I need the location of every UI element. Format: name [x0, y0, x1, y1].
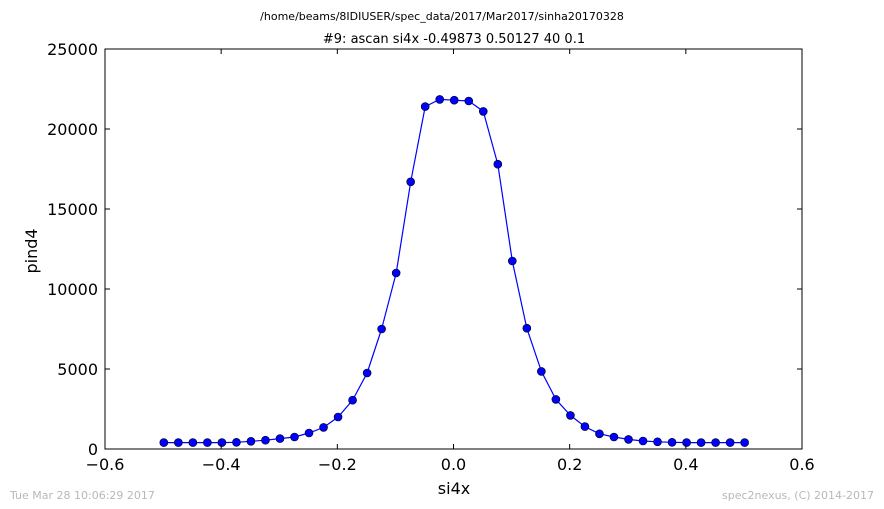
x-tick-label: 0.0 [441, 455, 466, 474]
x-tick-label: 0.4 [673, 455, 698, 474]
data-point [435, 95, 445, 104]
y-tick-label: 15000 [47, 200, 98, 219]
data-point [537, 367, 546, 376]
data-point [319, 423, 328, 432]
plot-border [104, 48, 803, 450]
data-point [478, 107, 488, 116]
chart-title: #9: ascan si4x -0.49873 0.50127 40 0.1 [323, 32, 585, 47]
x-tick-label: 0.6 [789, 455, 814, 474]
data-point [377, 324, 386, 334]
data-point [493, 159, 503, 169]
data-point [275, 434, 285, 443]
x-tick-label: −0.4 [202, 455, 241, 474]
plot-frame [104, 48, 803, 450]
data-point [638, 436, 648, 446]
data-point [740, 438, 749, 447]
y-tick-label: 20000 [47, 120, 98, 139]
data-point [696, 438, 706, 447]
data-point [725, 438, 735, 447]
y-tick-label: 25000 [47, 40, 98, 59]
data-point [551, 395, 561, 404]
y-axis-label: pind4 [22, 228, 41, 273]
series-line [163, 98, 745, 444]
data-point [159, 438, 169, 447]
data-point [362, 368, 372, 378]
file-path-title: /home/beams/8IDIUSER/spec_data/2017/Mar2… [260, 10, 624, 23]
data-point [333, 412, 343, 422]
data-point [261, 435, 270, 445]
series-marks [159, 95, 749, 447]
x-axis-label: si4x [438, 479, 470, 498]
data-point [609, 432, 619, 442]
data-point [711, 438, 720, 447]
data-point [174, 438, 183, 447]
y-tick-label: 5000 [57, 360, 98, 379]
y-tick-label: 10000 [47, 280, 98, 299]
data-point [653, 437, 662, 447]
data-point [232, 437, 241, 447]
data-point [406, 177, 415, 187]
data-point [203, 438, 212, 447]
data-point [595, 429, 604, 439]
footer-timestamp: Tue Mar 28 10:06:29 2017 [10, 489, 155, 502]
data-point [246, 437, 256, 446]
data-point [566, 411, 575, 420]
data-point [217, 438, 227, 447]
x-tick-label: −0.6 [86, 455, 125, 474]
x-tick-label: 0.2 [557, 455, 582, 474]
x-tick-label: −0.2 [318, 455, 357, 474]
data-point [522, 323, 532, 333]
data-point [624, 435, 633, 444]
axis-ticks: −0.6 −0.4 −0.2 0.0 0.2 0.4 0.6 0 5000 10000 15000 2… [47, 40, 815, 474]
y-tick-label: 0 [88, 440, 98, 459]
data-point [449, 95, 459, 105]
data-point [188, 438, 198, 447]
data-point [304, 428, 314, 438]
data-point [667, 437, 677, 447]
data-point [682, 438, 691, 447]
data-point [290, 432, 299, 442]
footer-credit: spec2nexus, (C) 2014-2017 [722, 489, 874, 502]
data-point [348, 395, 357, 405]
data-point [420, 102, 430, 111]
data-point [391, 268, 401, 278]
data-point [464, 96, 474, 106]
data-point [580, 422, 590, 431]
data-point [508, 256, 517, 266]
